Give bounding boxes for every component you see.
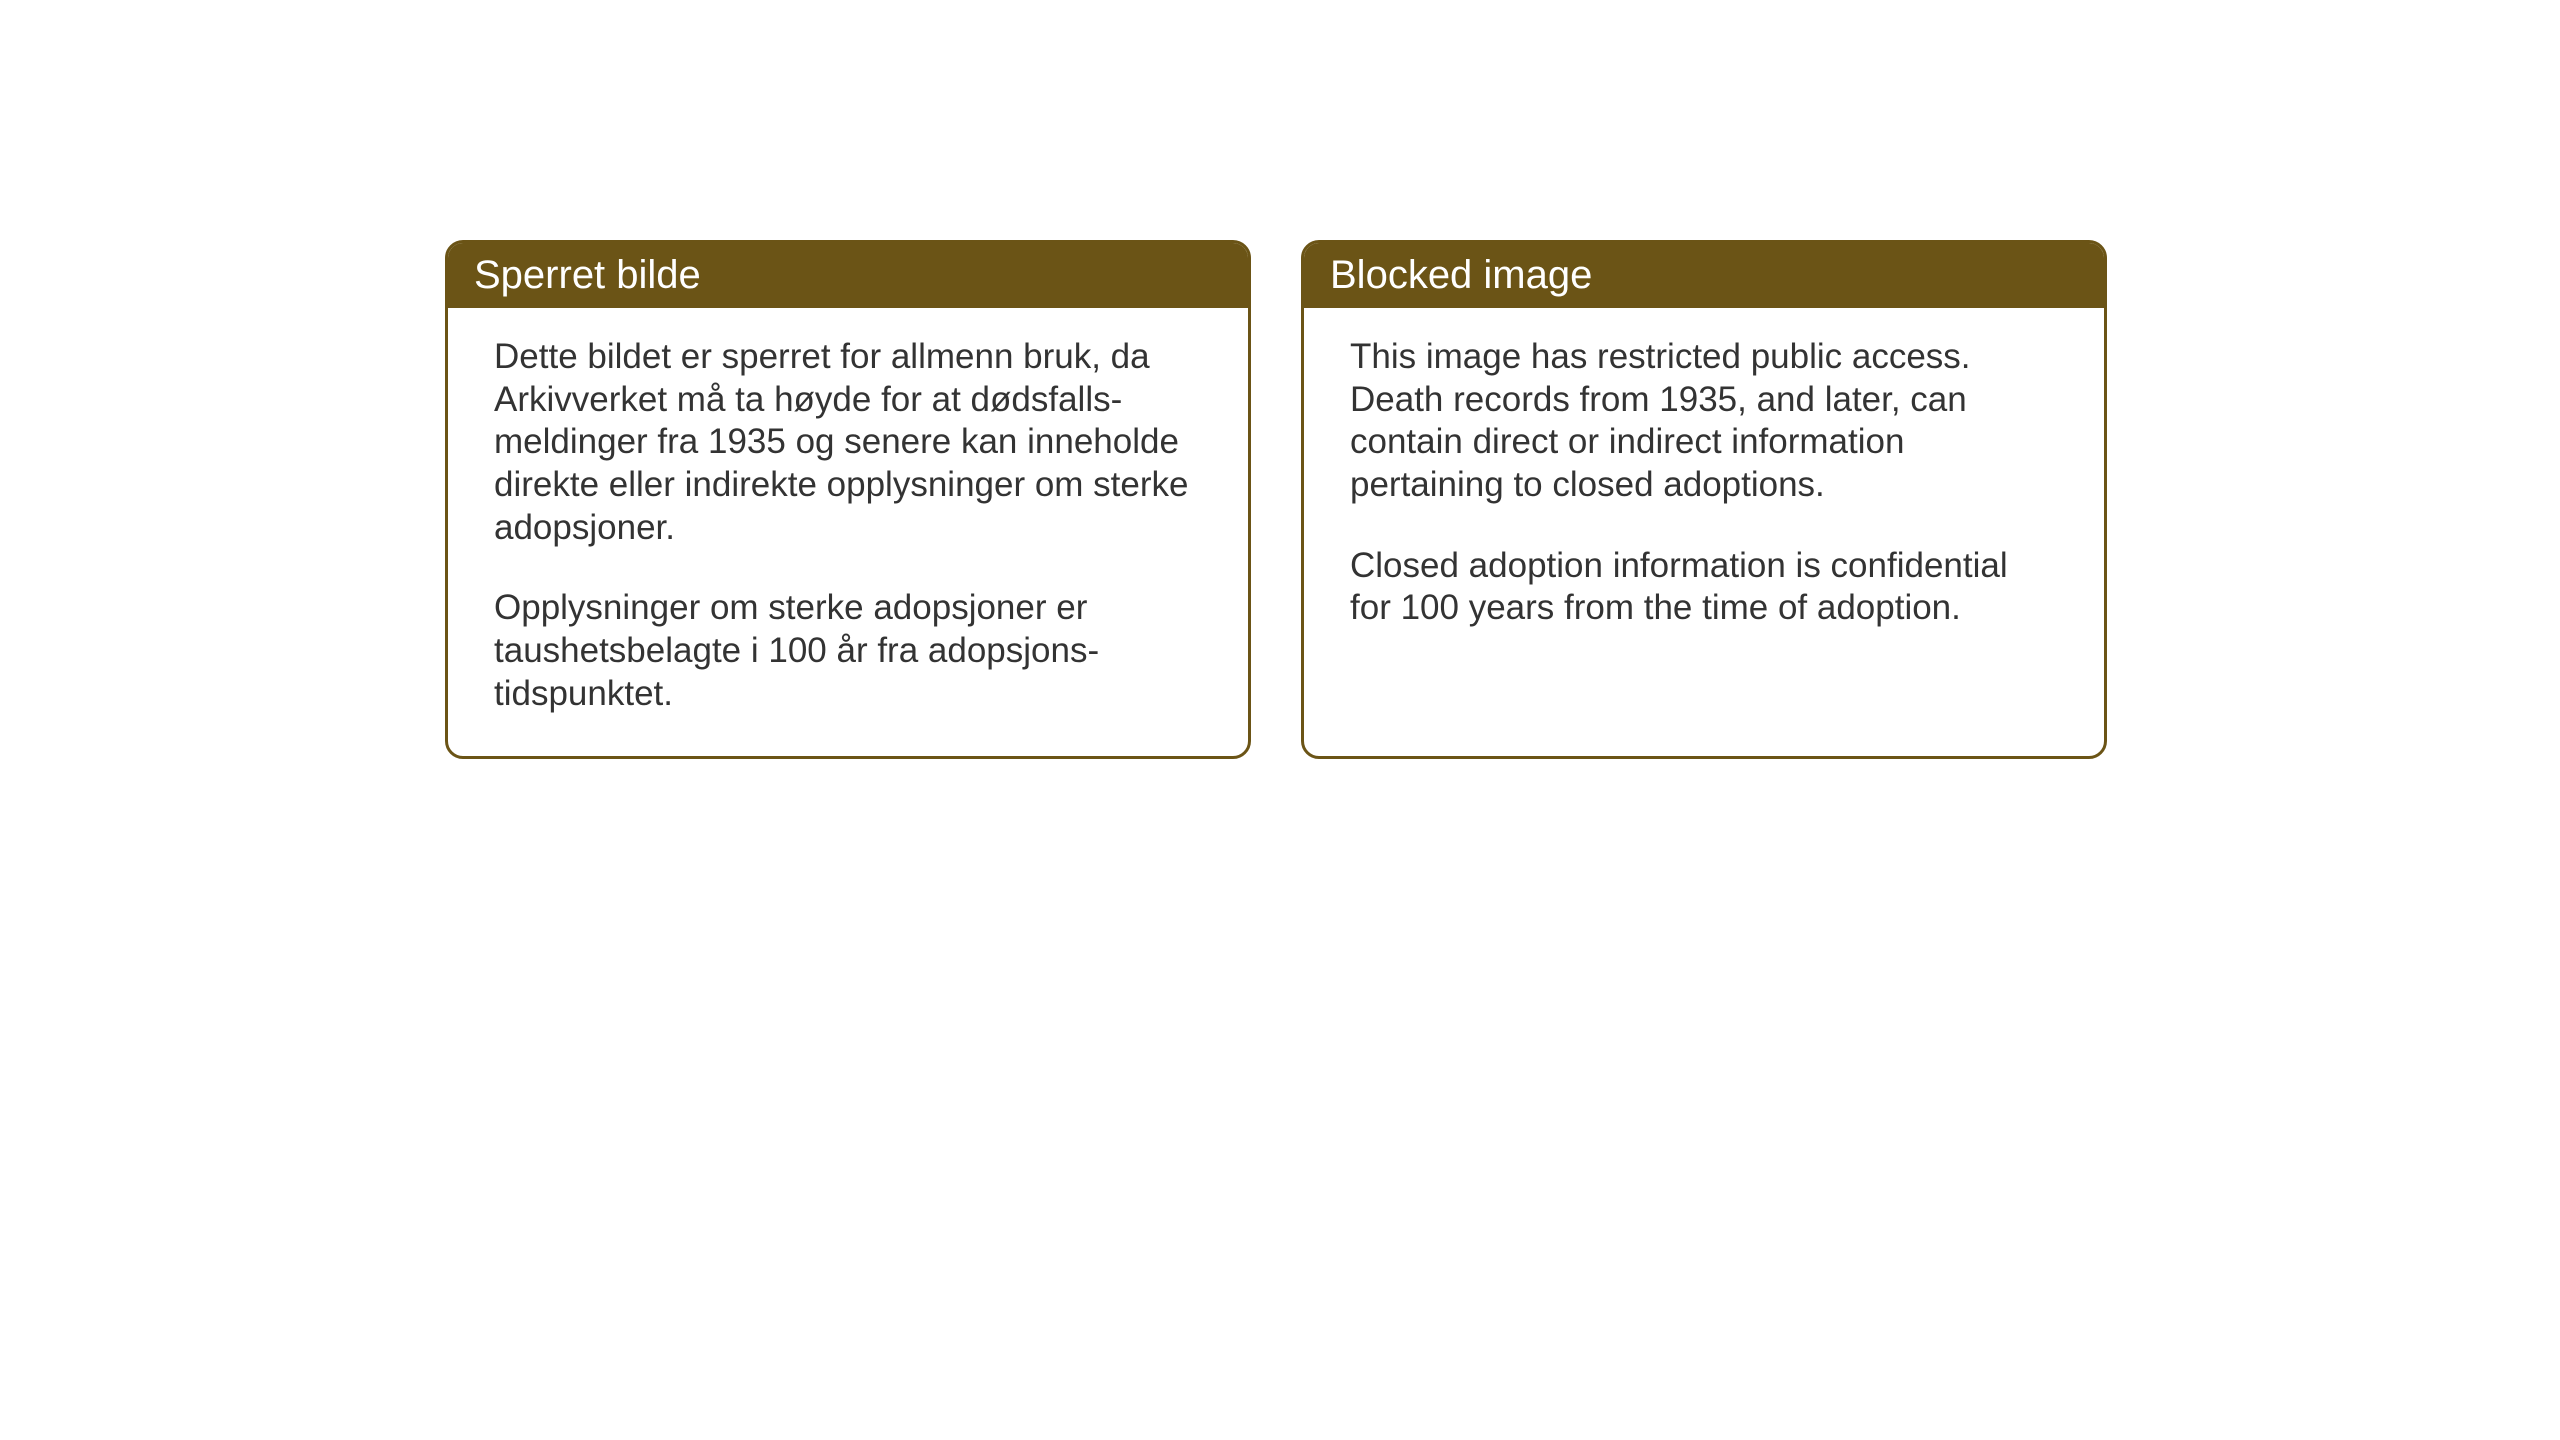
english-card-body: This image has restricted public access.… [1304, 308, 2104, 670]
norwegian-paragraph-2: Opplysninger om sterke adopsjoner er tau… [494, 587, 1202, 715]
cards-container: Sperret bilde Dette bildet er sperret fo… [445, 240, 2107, 759]
english-paragraph-2: Closed adoption information is confident… [1350, 545, 2058, 630]
norwegian-card-body: Dette bildet er sperret for allmenn bruk… [448, 308, 1248, 756]
norwegian-paragraph-1: Dette bildet er sperret for allmenn bruk… [494, 336, 1202, 549]
english-card: Blocked image This image has restricted … [1301, 240, 2107, 759]
english-card-title: Blocked image [1304, 243, 2104, 308]
norwegian-card: Sperret bilde Dette bildet er sperret fo… [445, 240, 1251, 759]
norwegian-card-title: Sperret bilde [448, 243, 1248, 308]
english-paragraph-1: This image has restricted public access.… [1350, 336, 2058, 507]
